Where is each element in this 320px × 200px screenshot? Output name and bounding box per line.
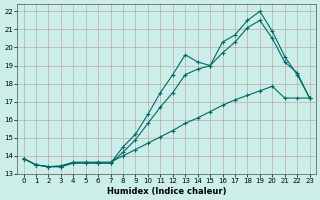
X-axis label: Humidex (Indice chaleur): Humidex (Indice chaleur) (107, 187, 226, 196)
